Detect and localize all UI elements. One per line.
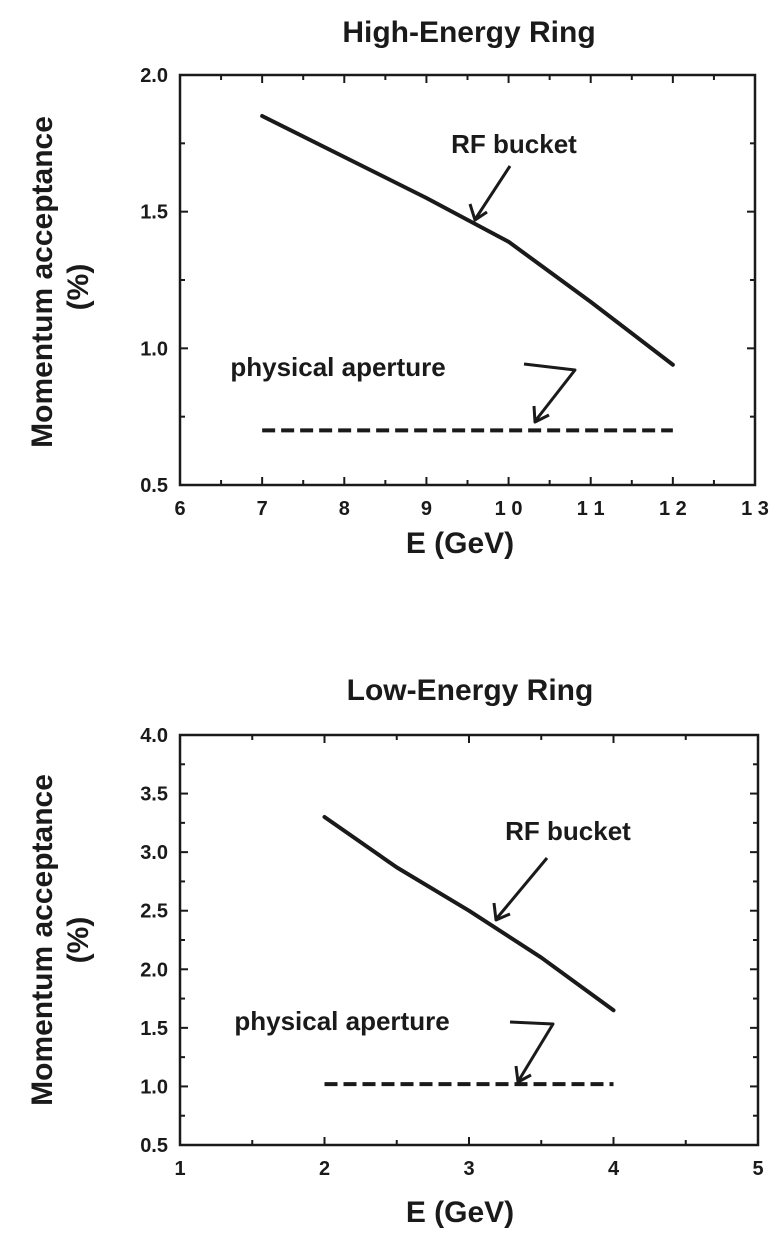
annotation-physical-aperture-high-energy: physical aperture bbox=[230, 352, 445, 382]
axis-ticks-low-energy bbox=[179, 734, 759, 1146]
annotation-rf-bucket-low-energy: RF bucket bbox=[505, 816, 631, 846]
y-tick-label-low-4: 2.5 bbox=[140, 901, 168, 923]
y-tick-label-high-0: 0.5 bbox=[140, 475, 168, 497]
arrowhead-rf-bucket-low-energy bbox=[492, 902, 511, 922]
tick-labels-low-energy: 1 2 3 4 5 0.5 1.0 1.5 2.0 2.5 3.0 3.5 4.0 bbox=[140, 725, 763, 1180]
series-line-rf-bucket-low bbox=[322, 815, 616, 1013]
y-tick-label-low-3: 2.0 bbox=[140, 959, 168, 981]
annotation-arrow-rf-bucket-high-energy bbox=[474, 165, 512, 219]
axis-ticks-high-energy bbox=[179, 74, 756, 486]
x-tick-label-low-3: 4 bbox=[608, 1158, 620, 1180]
chart-high-energy-ring: High-Energy Ring Momentum acceptance (%)… bbox=[26, 16, 769, 560]
annotation-rf-bucket-high-energy: RF bucket bbox=[451, 129, 577, 159]
x-tick-label-high-6: 1 2 bbox=[659, 498, 687, 520]
x-tick-label-low-1: 2 bbox=[319, 1158, 330, 1180]
arrowhead-physical-aperture-high-energy bbox=[532, 405, 550, 424]
x-axis-label-high-energy: E (GeV) bbox=[406, 527, 514, 560]
annotation-arrow-physical-aperture-low-energy bbox=[509, 1020, 555, 1081]
x-tick-label-high-0: 6 bbox=[174, 498, 185, 520]
arrowhead-rf-bucket-high-energy bbox=[468, 203, 488, 222]
x-tick-label-high-7: 1 3 bbox=[741, 498, 769, 520]
y-tick-label-low-0: 0.5 bbox=[140, 1135, 168, 1157]
tick-labels-high-energy: 6 7 8 9 1 0 1 1 1 2 1 3 0.5 1.0 1.5 2.0 bbox=[140, 65, 769, 520]
y-tick-label-high-1: 1.0 bbox=[140, 338, 168, 360]
x-tick-label-low-0: 1 bbox=[174, 1158, 185, 1180]
y-axis-label-low-energy: Momentum acceptance bbox=[26, 774, 59, 1106]
x-tick-label-low-4: 5 bbox=[752, 1158, 763, 1180]
x-tick-label-high-3: 9 bbox=[421, 498, 432, 520]
series-high-energy bbox=[260, 114, 675, 433]
y-axis-unit-high-energy: (%) bbox=[62, 264, 95, 311]
y-tick-label-low-5: 3.0 bbox=[140, 842, 168, 864]
x-tick-label-high-2: 8 bbox=[339, 498, 350, 520]
chart-title-low-energy: Low-Energy Ring bbox=[347, 674, 594, 707]
x-axis-label-low-energy: E (GeV) bbox=[406, 1196, 514, 1229]
annotation-physical-aperture-low-energy: physical aperture bbox=[234, 1006, 449, 1036]
y-tick-label-low-1: 1.0 bbox=[140, 1076, 168, 1098]
chart-low-energy-ring: Low-Energy Ring Momentum acceptance (%) … bbox=[26, 674, 764, 1229]
x-tick-label-high-5: 1 1 bbox=[577, 498, 605, 520]
chart-title-high-energy: High-Energy Ring bbox=[342, 16, 595, 49]
series-low-energy bbox=[322, 815, 616, 1087]
x-tick-label-high-1: 7 bbox=[257, 498, 268, 520]
y-tick-label-low-6: 3.5 bbox=[140, 784, 168, 806]
arrowhead-physical-aperture-low-energy bbox=[514, 1065, 532, 1084]
y-tick-label-low-7: 4.0 bbox=[140, 725, 168, 747]
annotation-arrow-rf-bucket-low-energy bbox=[495, 857, 549, 919]
y-axis-label-high-energy: Momentum acceptance bbox=[26, 116, 59, 448]
series-line-rf-bucket-high bbox=[260, 114, 675, 367]
x-tick-label-high-4: 1 0 bbox=[495, 498, 523, 520]
x-tick-label-low-2: 3 bbox=[463, 1158, 474, 1180]
annotation-arrow-physical-aperture-high-energy bbox=[523, 362, 577, 421]
y-tick-label-high-2: 1.5 bbox=[140, 202, 168, 224]
y-tick-label-high-3: 2.0 bbox=[140, 65, 168, 87]
y-axis-unit-low-energy: (%) bbox=[62, 917, 95, 964]
y-tick-label-low-2: 1.5 bbox=[140, 1018, 168, 1040]
